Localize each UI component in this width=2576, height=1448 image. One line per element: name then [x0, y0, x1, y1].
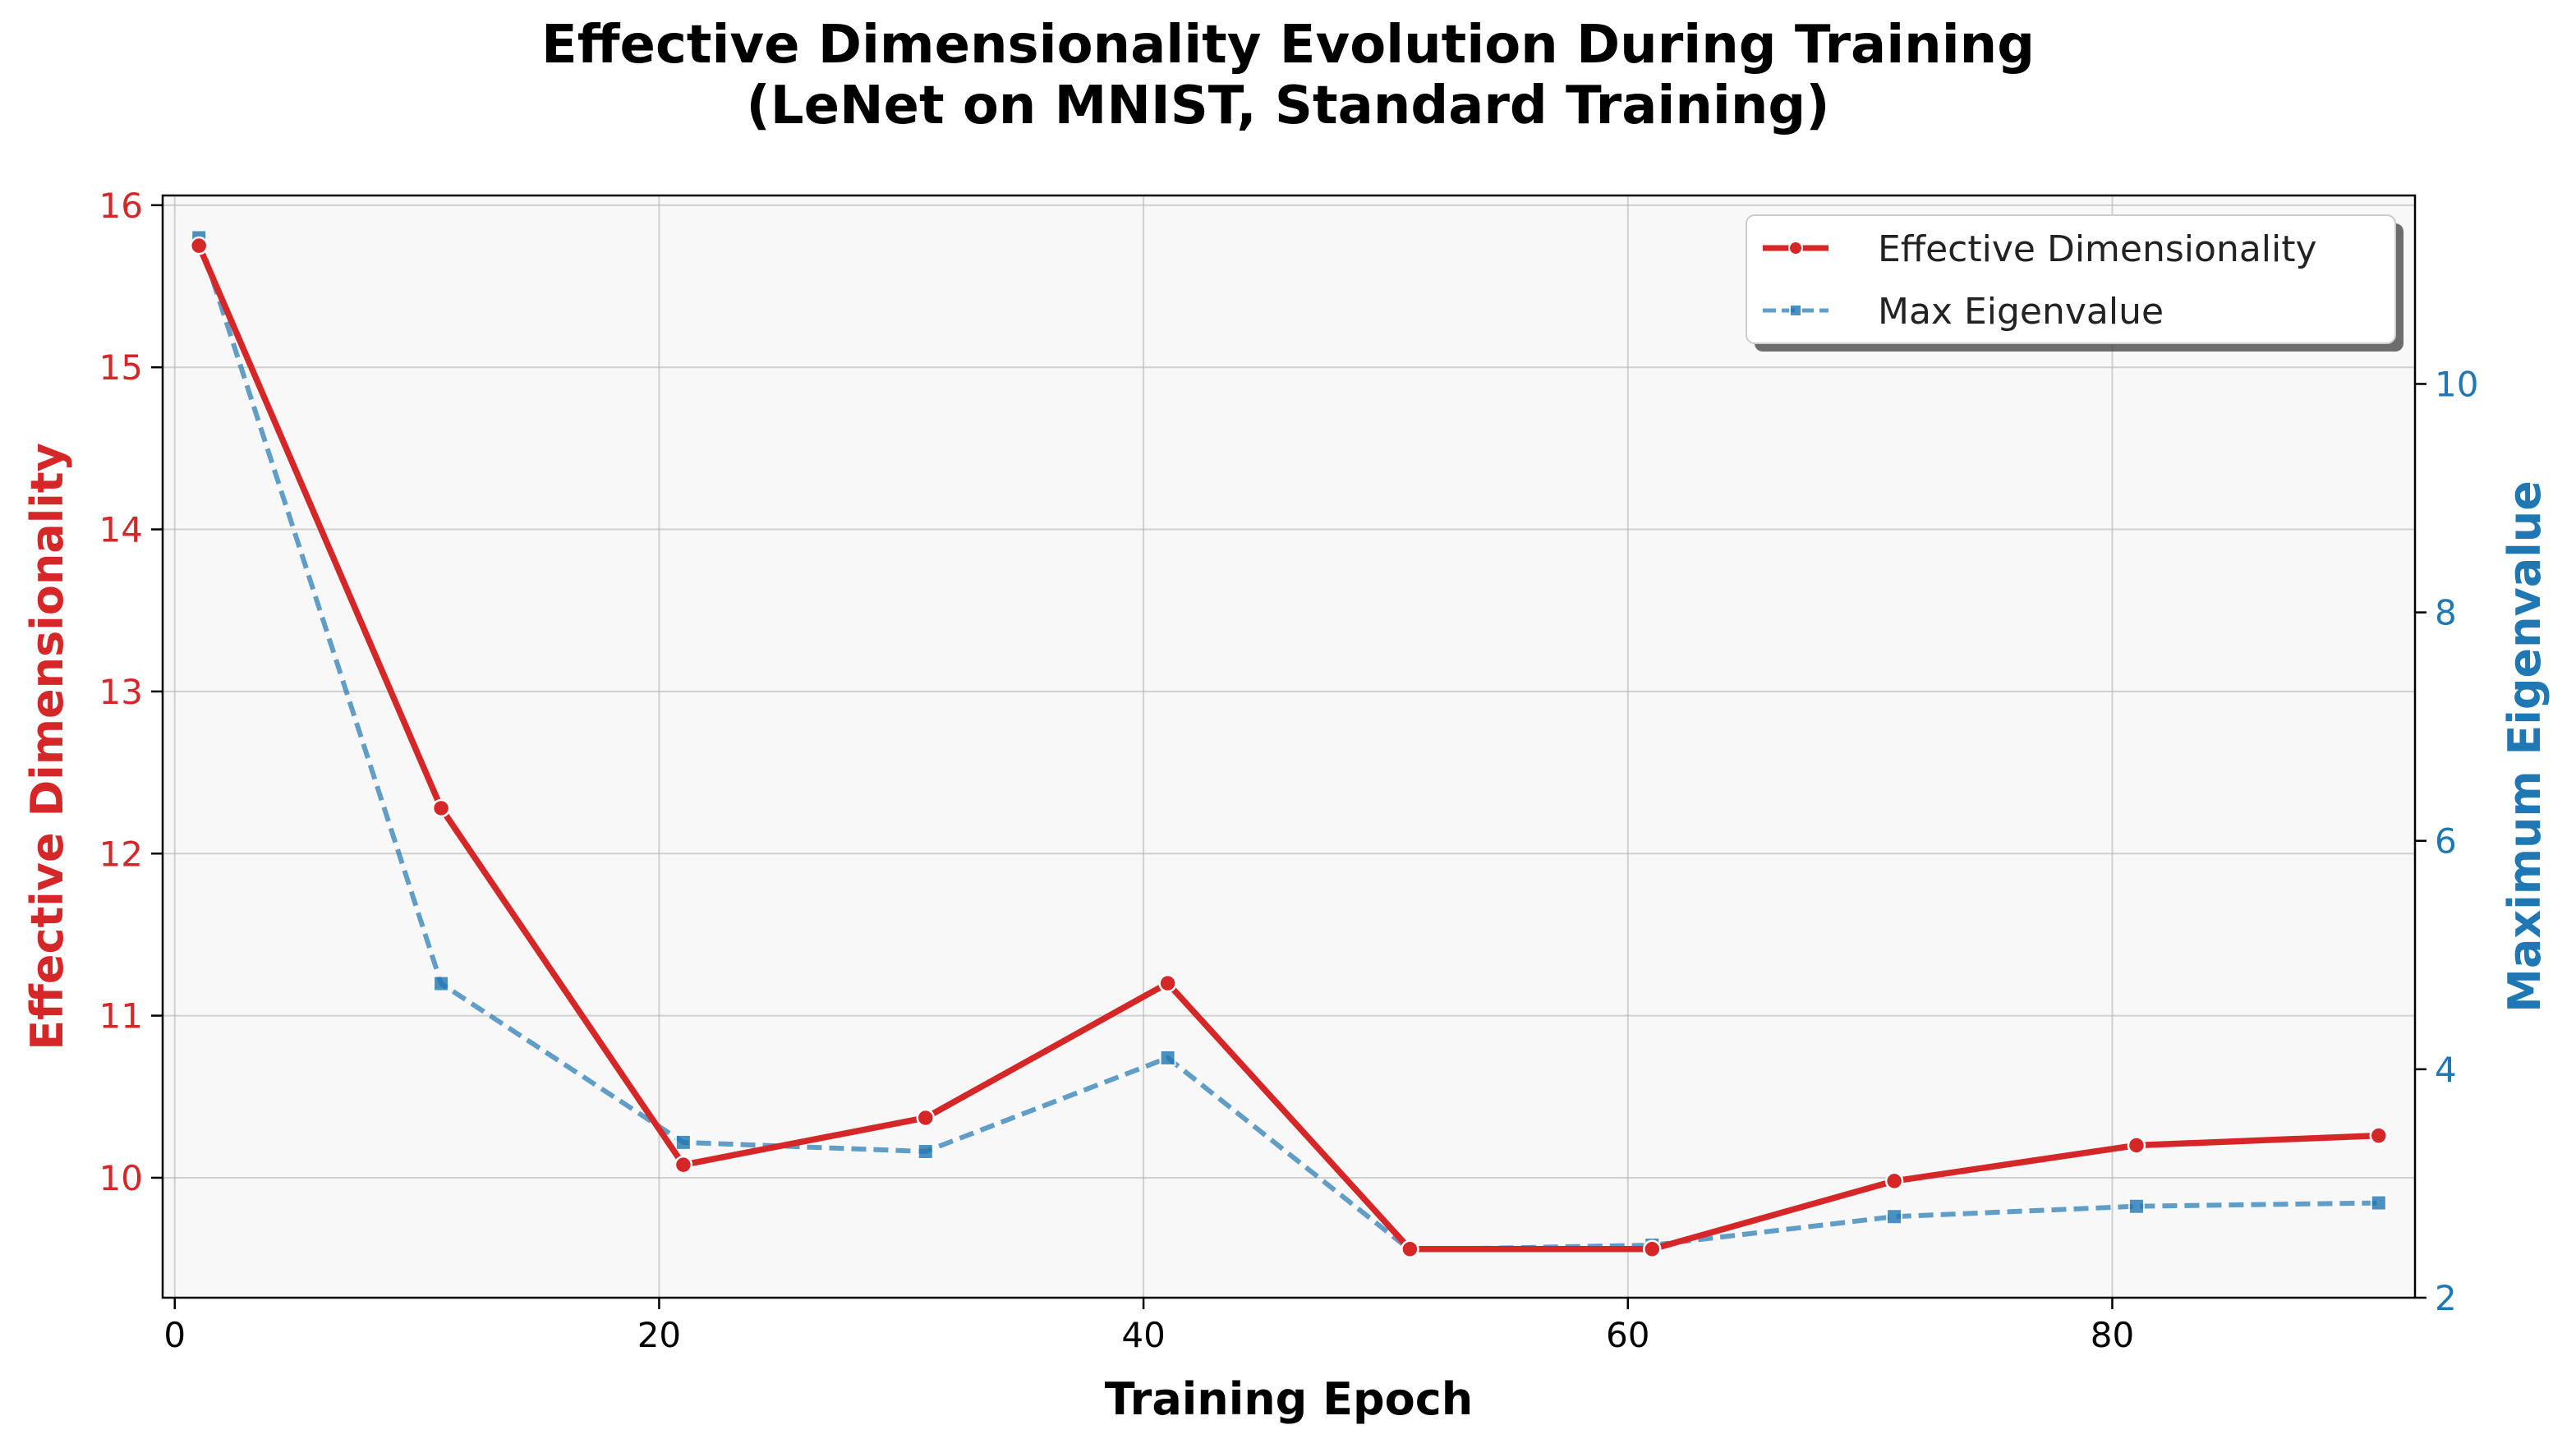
chart-title-line1: Effective Dimensionality Evolution Durin…: [541, 15, 2035, 76]
data-point-effective-dimensionality: [2127, 1136, 2146, 1155]
plot-frame: [161, 194, 2417, 1299]
data-point-effective-dimensionality: [1158, 973, 1177, 993]
y-left-tick-label: 16: [99, 186, 143, 226]
data-point-max-eigenvalue: [1886, 1208, 1903, 1225]
data-point-effective-dimensionality: [674, 1155, 693, 1174]
data-point-effective-dimensionality: [1401, 1239, 1419, 1259]
legend-marker-effective-dimensionality: [1788, 241, 1803, 255]
legend-label-effective-dimensionality: Effective Dimensionality: [1878, 228, 2317, 270]
y-right-tick-label: 2: [2435, 1278, 2457, 1318]
x-tick-label: 80: [2091, 1315, 2134, 1355]
legend-box: [1746, 214, 2396, 344]
y-right-tick-label: 10: [2435, 364, 2478, 404]
data-point-max-eigenvalue: [2370, 1194, 2387, 1211]
data-point-effective-dimensionality: [1643, 1239, 1662, 1259]
series-layer: [189, 229, 2389, 1259]
y-right-tick-label: 6: [2435, 821, 2457, 862]
legend: Effective Dimensionality Max Eigenvalue: [1746, 214, 2404, 352]
x-axis: 0 20 40 60 80: [163, 1298, 2134, 1355]
y-left-tick-label: 10: [99, 1158, 143, 1198]
y-axis-right: 2 4 6 8 10: [2415, 364, 2478, 1318]
y-axis-left: 10 11 12 13 14 15 16: [99, 186, 163, 1198]
y-axis-right-label: Maximum Eigenvalue: [2499, 480, 2551, 1013]
grid: [163, 195, 2415, 1298]
y-left-tick-label: 15: [99, 347, 143, 388]
y-left-tick-label: 12: [99, 834, 143, 874]
data-point-effective-dimensionality: [916, 1108, 935, 1128]
chart-title-line2: (LeNet on MNIST, Standard Training): [747, 76, 1830, 136]
data-point-max-eigenvalue: [1159, 1049, 1176, 1066]
data-point-effective-dimensionality: [2369, 1126, 2389, 1145]
data-point-max-eigenvalue: [674, 1133, 692, 1151]
x-tick-label: 0: [163, 1315, 186, 1355]
y-left-tick-label: 13: [99, 672, 143, 712]
legend-label-max-eigenvalue: Max Eigenvalue: [1878, 291, 2164, 333]
series-line-effective-dimensionality: [196, 242, 2382, 1253]
series-line-max-eigenvalue: [196, 237, 2379, 1253]
x-tick-label: 60: [1606, 1315, 1649, 1355]
y-axis-left-label: Effective Dimensionality: [21, 443, 73, 1050]
plot-area: [163, 195, 2415, 1298]
data-point-effective-dimensionality: [1884, 1171, 1904, 1191]
y-left-tick-label: 14: [99, 510, 143, 550]
legend-marker-max-eigenvalue: [1789, 304, 1802, 317]
y-left-tick-label: 11: [99, 996, 143, 1037]
x-tick-label: 40: [1121, 1315, 1165, 1355]
y-right-tick-label: 8: [2435, 593, 2457, 633]
x-axis-label: Training Epoch: [1105, 1373, 1473, 1425]
data-point-max-eigenvalue: [2128, 1197, 2145, 1215]
data-point-max-eigenvalue: [433, 975, 450, 992]
data-point-effective-dimensionality: [189, 236, 209, 255]
data-point-effective-dimensionality: [431, 798, 451, 818]
data-point-max-eigenvalue: [917, 1142, 934, 1160]
x-tick-label: 20: [637, 1315, 681, 1355]
y-right-tick-label: 4: [2435, 1050, 2457, 1090]
